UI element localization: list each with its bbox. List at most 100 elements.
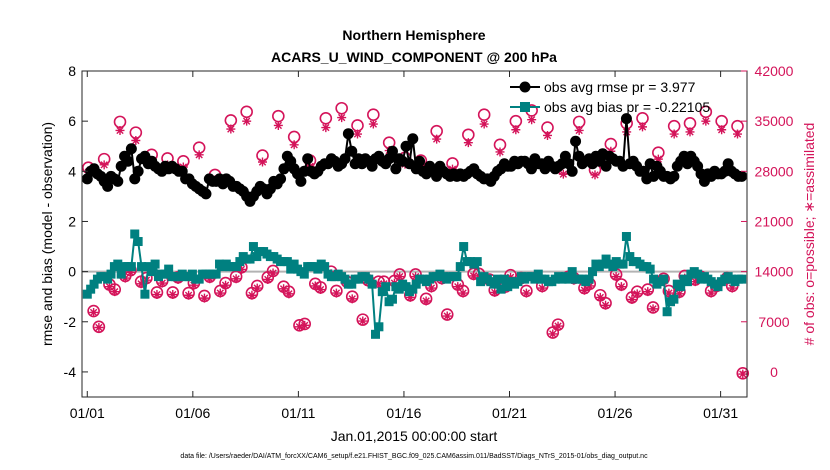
obs-assimilated-point	[738, 369, 748, 379]
obs-assimilated-point	[421, 296, 431, 306]
bias-point	[147, 267, 157, 277]
obs-assimilated-point	[595, 292, 605, 302]
obs-assimilated-point	[358, 316, 368, 326]
obs-assimilated-point	[685, 127, 695, 137]
obs-assimilated-point	[215, 288, 225, 298]
y2-tick-label: 7000	[758, 314, 789, 330]
y-tick-label: 8	[68, 63, 76, 79]
obs-assimilated-point	[194, 150, 204, 160]
bias-point	[289, 259, 299, 269]
bias-point	[669, 294, 679, 304]
obs-assimilated-point	[353, 129, 362, 139]
bias-point	[408, 284, 418, 294]
obs-assimilated-point	[131, 135, 141, 145]
obs-assimilated-point	[126, 267, 136, 277]
obs-assimilated-point	[479, 119, 489, 129]
bias-point	[601, 254, 611, 264]
y-tick-label: 6	[68, 113, 76, 129]
obs-assimilated-point	[168, 290, 178, 300]
bias-point	[659, 274, 669, 284]
bias-point	[621, 232, 631, 242]
bias-point	[231, 262, 241, 272]
obs-assimilated-point	[221, 280, 231, 290]
obs-assimilated-point	[426, 283, 436, 293]
obs-assimilated-point	[632, 289, 642, 299]
obs-assimilated-point	[284, 289, 294, 299]
bias-point	[137, 262, 147, 272]
bias-point	[133, 237, 143, 247]
obs-assimilated-point	[458, 288, 468, 298]
obs-assimilated-point	[289, 140, 299, 150]
bias-point	[86, 284, 96, 294]
bias-point	[313, 264, 323, 274]
obs-assimilated-point	[258, 157, 267, 167]
rmse-point	[132, 165, 144, 177]
x-tick-label: 01/16	[386, 405, 421, 421]
obs-assimilated-point	[537, 283, 547, 293]
rmse-point	[278, 163, 290, 175]
x-tick-label: 01/01	[70, 405, 105, 421]
rmse-series-group	[81, 113, 748, 207]
bias-point	[693, 269, 703, 279]
y-tick-label: 2	[68, 213, 76, 229]
obs-assimilated-point	[247, 290, 257, 300]
rmse-point	[386, 145, 398, 157]
obs-assimilated-point	[638, 122, 647, 132]
legend-rmse-marker	[519, 81, 531, 93]
bias-point	[682, 277, 692, 287]
bias-point	[371, 329, 381, 339]
bias-point	[377, 287, 387, 297]
obs-assimilated-point	[664, 288, 674, 298]
bias-point	[374, 322, 384, 332]
y-tick-label: 0	[68, 264, 76, 280]
y2-tick-label: 21000	[755, 213, 794, 229]
bias-point	[140, 289, 150, 299]
obs-assimilated-point	[337, 113, 347, 123]
bias-point	[608, 262, 618, 272]
bias-point	[493, 274, 503, 284]
obs-assimilated-point	[627, 295, 637, 305]
obs-assimilated-point	[548, 329, 558, 339]
obs-assimilated-point	[268, 268, 278, 278]
legend: obs avg rmse pr = 3.977 obs avg bias pr …	[510, 79, 710, 115]
data-file-footer: data file: /Users/raeder/DAI/ATM_forcXX/…	[180, 453, 648, 460]
obs-assimilated-point	[553, 321, 563, 331]
rmse-point	[102, 180, 114, 192]
rmse-point	[275, 173, 287, 185]
obs-assimilated-point	[226, 124, 236, 134]
bias-point	[489, 279, 499, 289]
rmse-point	[339, 153, 351, 165]
obs-assimilated-point	[495, 147, 505, 157]
y-axis-left: -4 -2 0 2 4 6 8	[64, 63, 88, 380]
plot-frame	[81, 70, 748, 398]
bias-point	[150, 259, 160, 269]
bias-series-group	[82, 229, 747, 339]
obs-assimilated-point	[294, 322, 304, 332]
obs-assimilated-point	[405, 292, 415, 302]
bias-point	[533, 269, 543, 279]
rmse-point	[407, 133, 419, 145]
obs-assimilated-point	[574, 125, 584, 135]
rmse-point	[400, 140, 412, 152]
obs-assimilated-point	[205, 274, 215, 284]
y-tick-label: -4	[64, 364, 77, 380]
obs-assimilated-point	[511, 125, 521, 135]
obs-assimilated-point	[300, 320, 310, 330]
bias-point	[187, 269, 197, 279]
x-tick-label: 01/21	[492, 405, 527, 421]
x-axis: 01/01 01/06 01/11 01/16 01/21 01/26 01/31	[70, 71, 738, 421]
rmse-point	[342, 128, 354, 140]
obs-possible-point	[736, 367, 750, 380]
rmse-point	[302, 153, 314, 165]
legend-bias-marker	[520, 102, 530, 112]
obs-assimilated-point	[273, 120, 283, 130]
bias-point	[299, 269, 309, 279]
bias-point	[248, 242, 258, 252]
rmse-point	[414, 155, 426, 167]
bias-point	[143, 262, 153, 272]
obs-assimilated-point	[601, 300, 611, 310]
obs-assimilated-point	[706, 288, 716, 298]
obs-assimilated-point	[558, 169, 568, 179]
bias-point	[82, 289, 92, 299]
